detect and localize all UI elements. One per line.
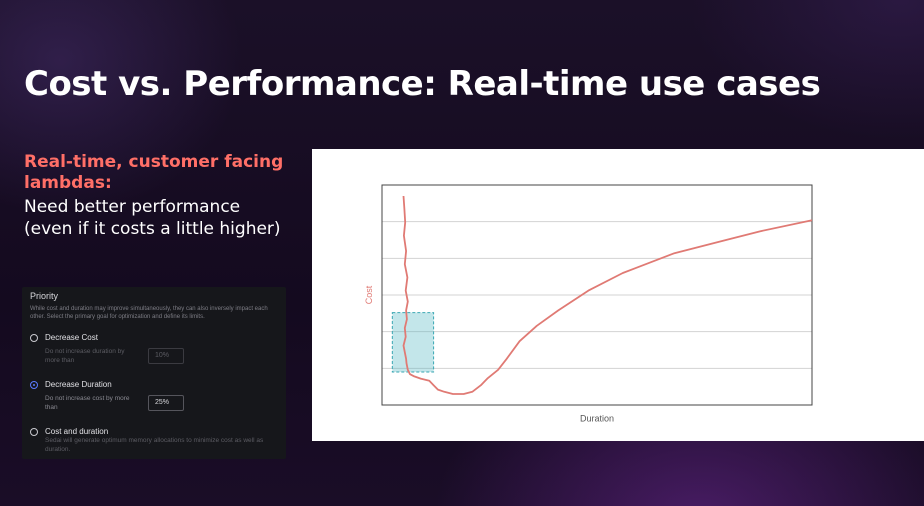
option-label: Cost and duration (45, 427, 109, 436)
radio-decrease-cost[interactable] (30, 334, 38, 342)
duration-limit-input[interactable]: 10% (148, 348, 184, 364)
plot-frame (381, 184, 813, 406)
option-sublabel: Do not increase cost by more than (45, 395, 130, 411)
cost-duration-line (402, 195, 813, 395)
cost-limit-input[interactable]: 25% (148, 395, 184, 411)
left-text-block: Real-time, customer facing lambdas: Need… (24, 152, 284, 240)
radio-cost-and-duration[interactable] (30, 428, 38, 436)
cost-duration-chart: Duration Cost (364, 184, 813, 423)
option-label: Decrease Cost (45, 333, 98, 342)
option-label: Decrease Duration (45, 380, 112, 389)
priority-description: While cost and duration may improve simu… (30, 306, 268, 320)
slide-title: Cost vs. Performance: Real-time use case… (24, 64, 821, 104)
y-axis-label: Cost (364, 285, 374, 304)
option-sublabel: Sedai will generate optimum memory alloc… (45, 437, 264, 453)
accent-heading: Real-time, customer facing lambdas: (24, 152, 284, 193)
chart-card: Duration Cost (312, 149, 924, 441)
highlight-region (391, 312, 435, 373)
body-text: Need better performance (even if it cost… (24, 197, 281, 239)
priority-title: Priority (30, 291, 59, 301)
option-sublabel: Do not increase duration by more than (45, 348, 125, 364)
x-axis-label: Duration (580, 413, 614, 423)
priority-panel: Priority While cost and duration may imp… (22, 287, 286, 459)
radio-decrease-duration[interactable] (30, 381, 38, 389)
